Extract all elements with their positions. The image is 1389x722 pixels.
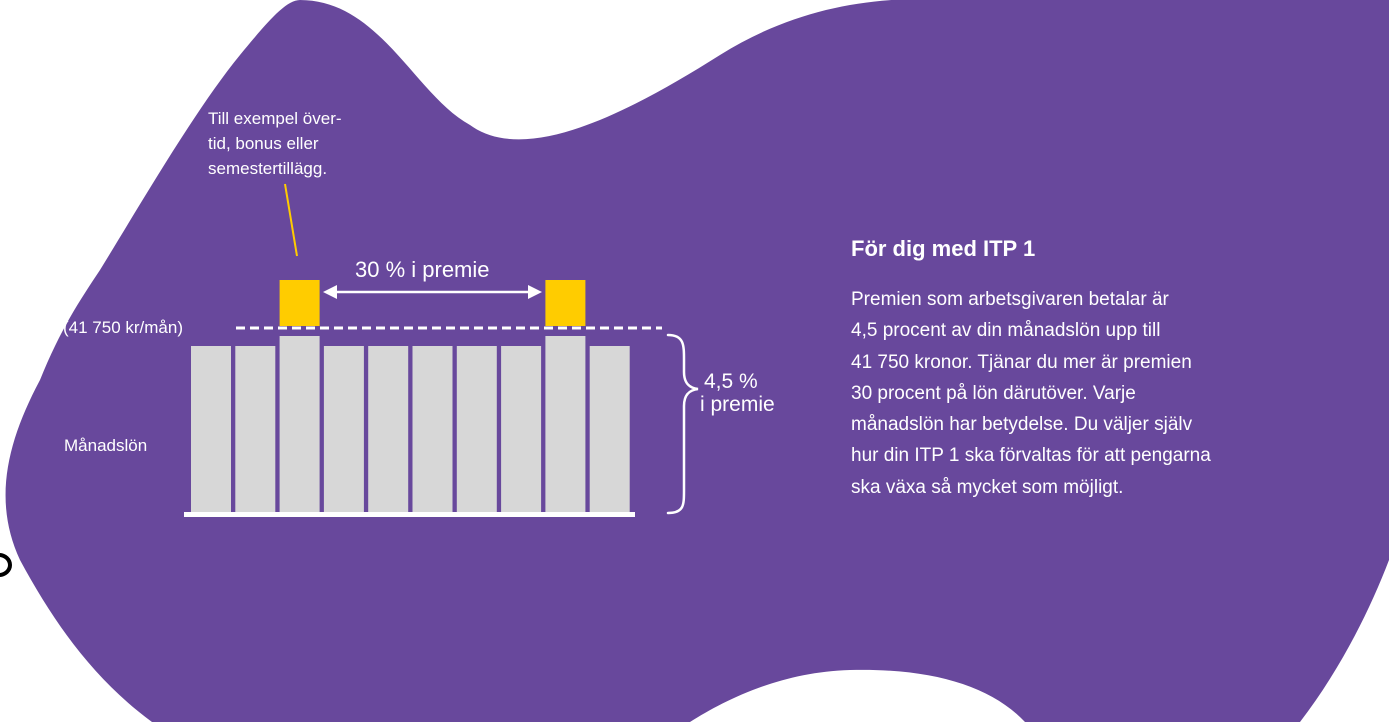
salary-bar-month-5 [368,346,409,512]
salary-bar-month-9 [545,336,586,512]
callout-line-1: Till exempel över- [208,109,342,128]
extra-salary-highlights [279,280,586,326]
premium-45-line-2: i premie [700,393,775,416]
callout-pointer-line [284,183,298,257]
info-body-line: Premien som arbetsgivaren betalar är [851,289,1169,310]
salary-bar-month-6 [412,346,453,512]
monthly-salary-label: Månadslön [64,436,148,455]
salary-bar-month-1 [191,346,231,512]
threshold-label: (41 750 kr/mån) [63,318,183,337]
info-body-line: hur din ITP 1 ska förvaltas för att peng… [851,445,1211,467]
extra-salary-block-month-3 [279,280,320,326]
info-body-line: 30 procent på lön därutöver. Varje [851,382,1136,404]
right-curly-brace-icon [666,333,699,515]
info-body-line: 41 750 kronor. Tjänar du mer är premien [851,351,1192,373]
info-heading: För dig med ITP 1 [851,236,1036,261]
baseline [184,512,635,517]
info-body-line: månadslön har betydelse. Du väljer själv [851,414,1193,436]
blob-shape [5,0,1389,722]
double-headed-arrow-icon [323,285,542,299]
salary-bar-month-7 [456,346,497,512]
salary-bar-month-4 [323,346,364,512]
premium-30-label: 30 % i premie [355,257,490,282]
callout-text: Till exempel över- tid, bonus eller seme… [208,106,408,181]
premium-45-label: 4,5 % i premie [700,370,775,416]
salary-bar-month-2 [235,346,276,512]
callout-line-2: tid, bonus eller [208,134,319,153]
info-body: Premien som arbetsgivaren betalar är 4,5… [851,284,1331,503]
info-body-line: ska växa så mycket som möjligt. [851,476,1124,498]
premium-45-line-1: 4,5 % [704,370,758,393]
monthly-salary-bars [191,336,630,512]
salary-bar-month-3 [279,336,320,512]
partial-ring-icon [0,553,12,577]
salary-bar-month-8 [501,346,542,512]
salary-bar-month-10 [589,346,630,512]
callout-line-3: semestertillägg. [208,159,328,178]
info-body-line: 4,5 procent av din månadslön upp till [851,320,1161,342]
extra-salary-block-month-9 [545,280,586,326]
